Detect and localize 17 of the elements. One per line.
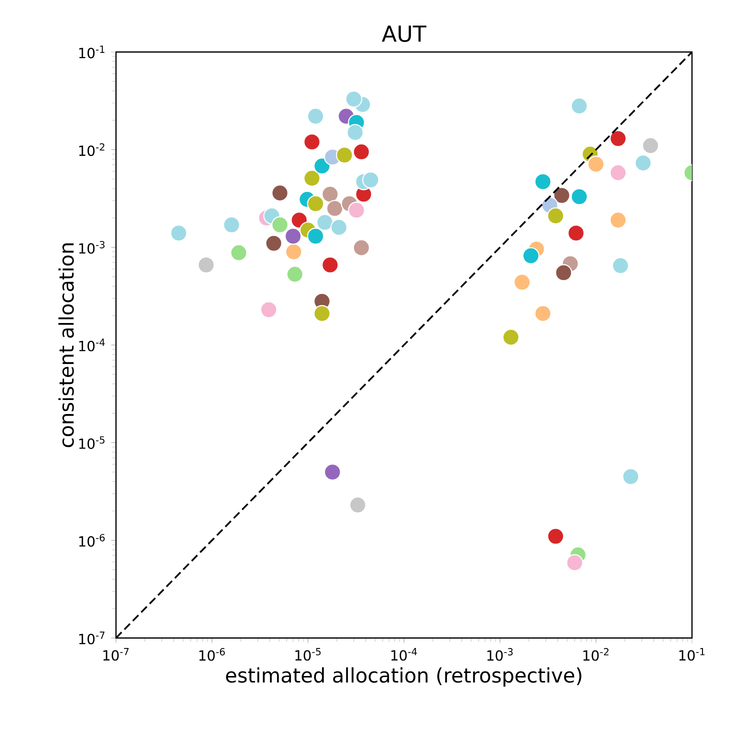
chart-title: AUT <box>382 26 426 42</box>
y-axis-title: consistent allocation <box>58 243 74 448</box>
y-tick-label: 10$^{-7}$ <box>79 632 104 644</box>
x-tick-label: 10$^{-3}$ <box>487 648 513 661</box>
y-tick-label: 10$^{-5}$ <box>79 436 104 449</box>
y-tick-label: 10$^{-1}$ <box>79 46 104 58</box>
x-tick-label: 10$^{-5}$ <box>295 648 321 661</box>
x-tick-label: 10$^{-6}$ <box>199 648 225 661</box>
x-tick-label: 10$^{-2}$ <box>583 648 608 661</box>
x-tick-label: 10$^{-7}$ <box>103 648 129 661</box>
y-tick-label: 10$^{-3}$ <box>79 240 105 254</box>
x-axis-title: estimated allocation (retrospective) <box>226 667 582 687</box>
y-tick-label: 10$^{-6}$ <box>79 534 105 547</box>
x-tick-label: 10$^{-1}$ <box>679 648 705 661</box>
y-tick-label: 10$^{-2}$ <box>79 143 104 156</box>
x-tick-label: 10$^{-4}$ <box>391 648 417 661</box>
y-tick-label: 10$^{-4}$ <box>79 338 105 352</box>
